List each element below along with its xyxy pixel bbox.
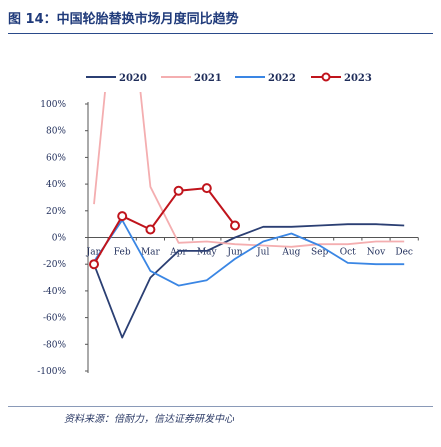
y-tick-label: 80%	[46, 127, 66, 137]
legend-label-2022: 2022	[268, 73, 296, 84]
x-tick-label: Apr	[169, 248, 187, 258]
y-axis: 100% 80% 60% 40% 20% 0% -20% -40% -60% -80% -100%	[37, 100, 89, 377]
series-2023-marker	[117, 211, 128, 222]
y-tick-label: -100%	[37, 367, 66, 377]
series-line-2023	[93, 187, 236, 265]
x-tick-label: Nov	[367, 248, 386, 258]
x-tick-label: Mar	[141, 248, 161, 258]
y-tick-label: -80%	[43, 340, 66, 350]
series-2023-marker	[173, 185, 184, 196]
series-line-2020	[93, 223, 405, 339]
series-2023-marker	[145, 224, 156, 235]
series-line-2021	[93, 92, 405, 248]
source-rule	[8, 406, 433, 407]
source-note: 资料来源：倍耐力，信达证券研发中心	[64, 414, 234, 425]
y-tick-label: 0%	[52, 234, 67, 244]
x-tick-label: May	[197, 248, 218, 258]
y-tick-label: 100%	[40, 100, 66, 110]
x-tick-label: Jun	[226, 248, 242, 258]
x-tick-label: Jul	[256, 248, 269, 258]
legend-label-2021: 2021	[194, 73, 222, 84]
y-tick-label: -40%	[43, 287, 66, 297]
x-tick-label: Aug	[281, 248, 300, 258]
series-markers	[89, 183, 240, 270]
x-tick-label: Sep	[311, 248, 328, 258]
x-tick-label: Dec	[395, 248, 413, 258]
y-tick-label: 40%	[46, 180, 66, 190]
title-rule	[8, 33, 433, 34]
series-lines	[93, 92, 405, 339]
y-tick-label: 60%	[46, 153, 66, 163]
figure-title: 图 14：中国轮胎替换市场月度同比趋势	[8, 12, 239, 27]
x-tick-label: Feb	[114, 248, 131, 258]
series-2023-marker	[201, 183, 212, 194]
x-axis: Jan Feb Mar Apr May Jun Jul Aug Sep Oct Nov Dec	[86, 237, 419, 258]
y-tick-label: 20%	[46, 207, 66, 217]
series-2023-marker	[230, 220, 240, 231]
series-2023-marker	[89, 259, 99, 270]
y-tick-label: -20%	[43, 260, 66, 270]
x-tick-label: Jan	[86, 248, 102, 258]
series-line-2022	[93, 219, 405, 287]
legend-label-2023: 2023	[344, 73, 372, 84]
x-tick-label: Oct	[340, 248, 356, 258]
legend-label-2020: 2020	[119, 73, 147, 84]
legend-marker-2023	[321, 72, 331, 82]
chart-area: 2020 2021 2022 2023 100% 80% 60% 40% 20% 0% -20% -…	[37, 72, 419, 377]
y-tick-label: -60%	[43, 314, 66, 324]
legend: 2020 2021 2022 2023	[86, 72, 372, 84]
